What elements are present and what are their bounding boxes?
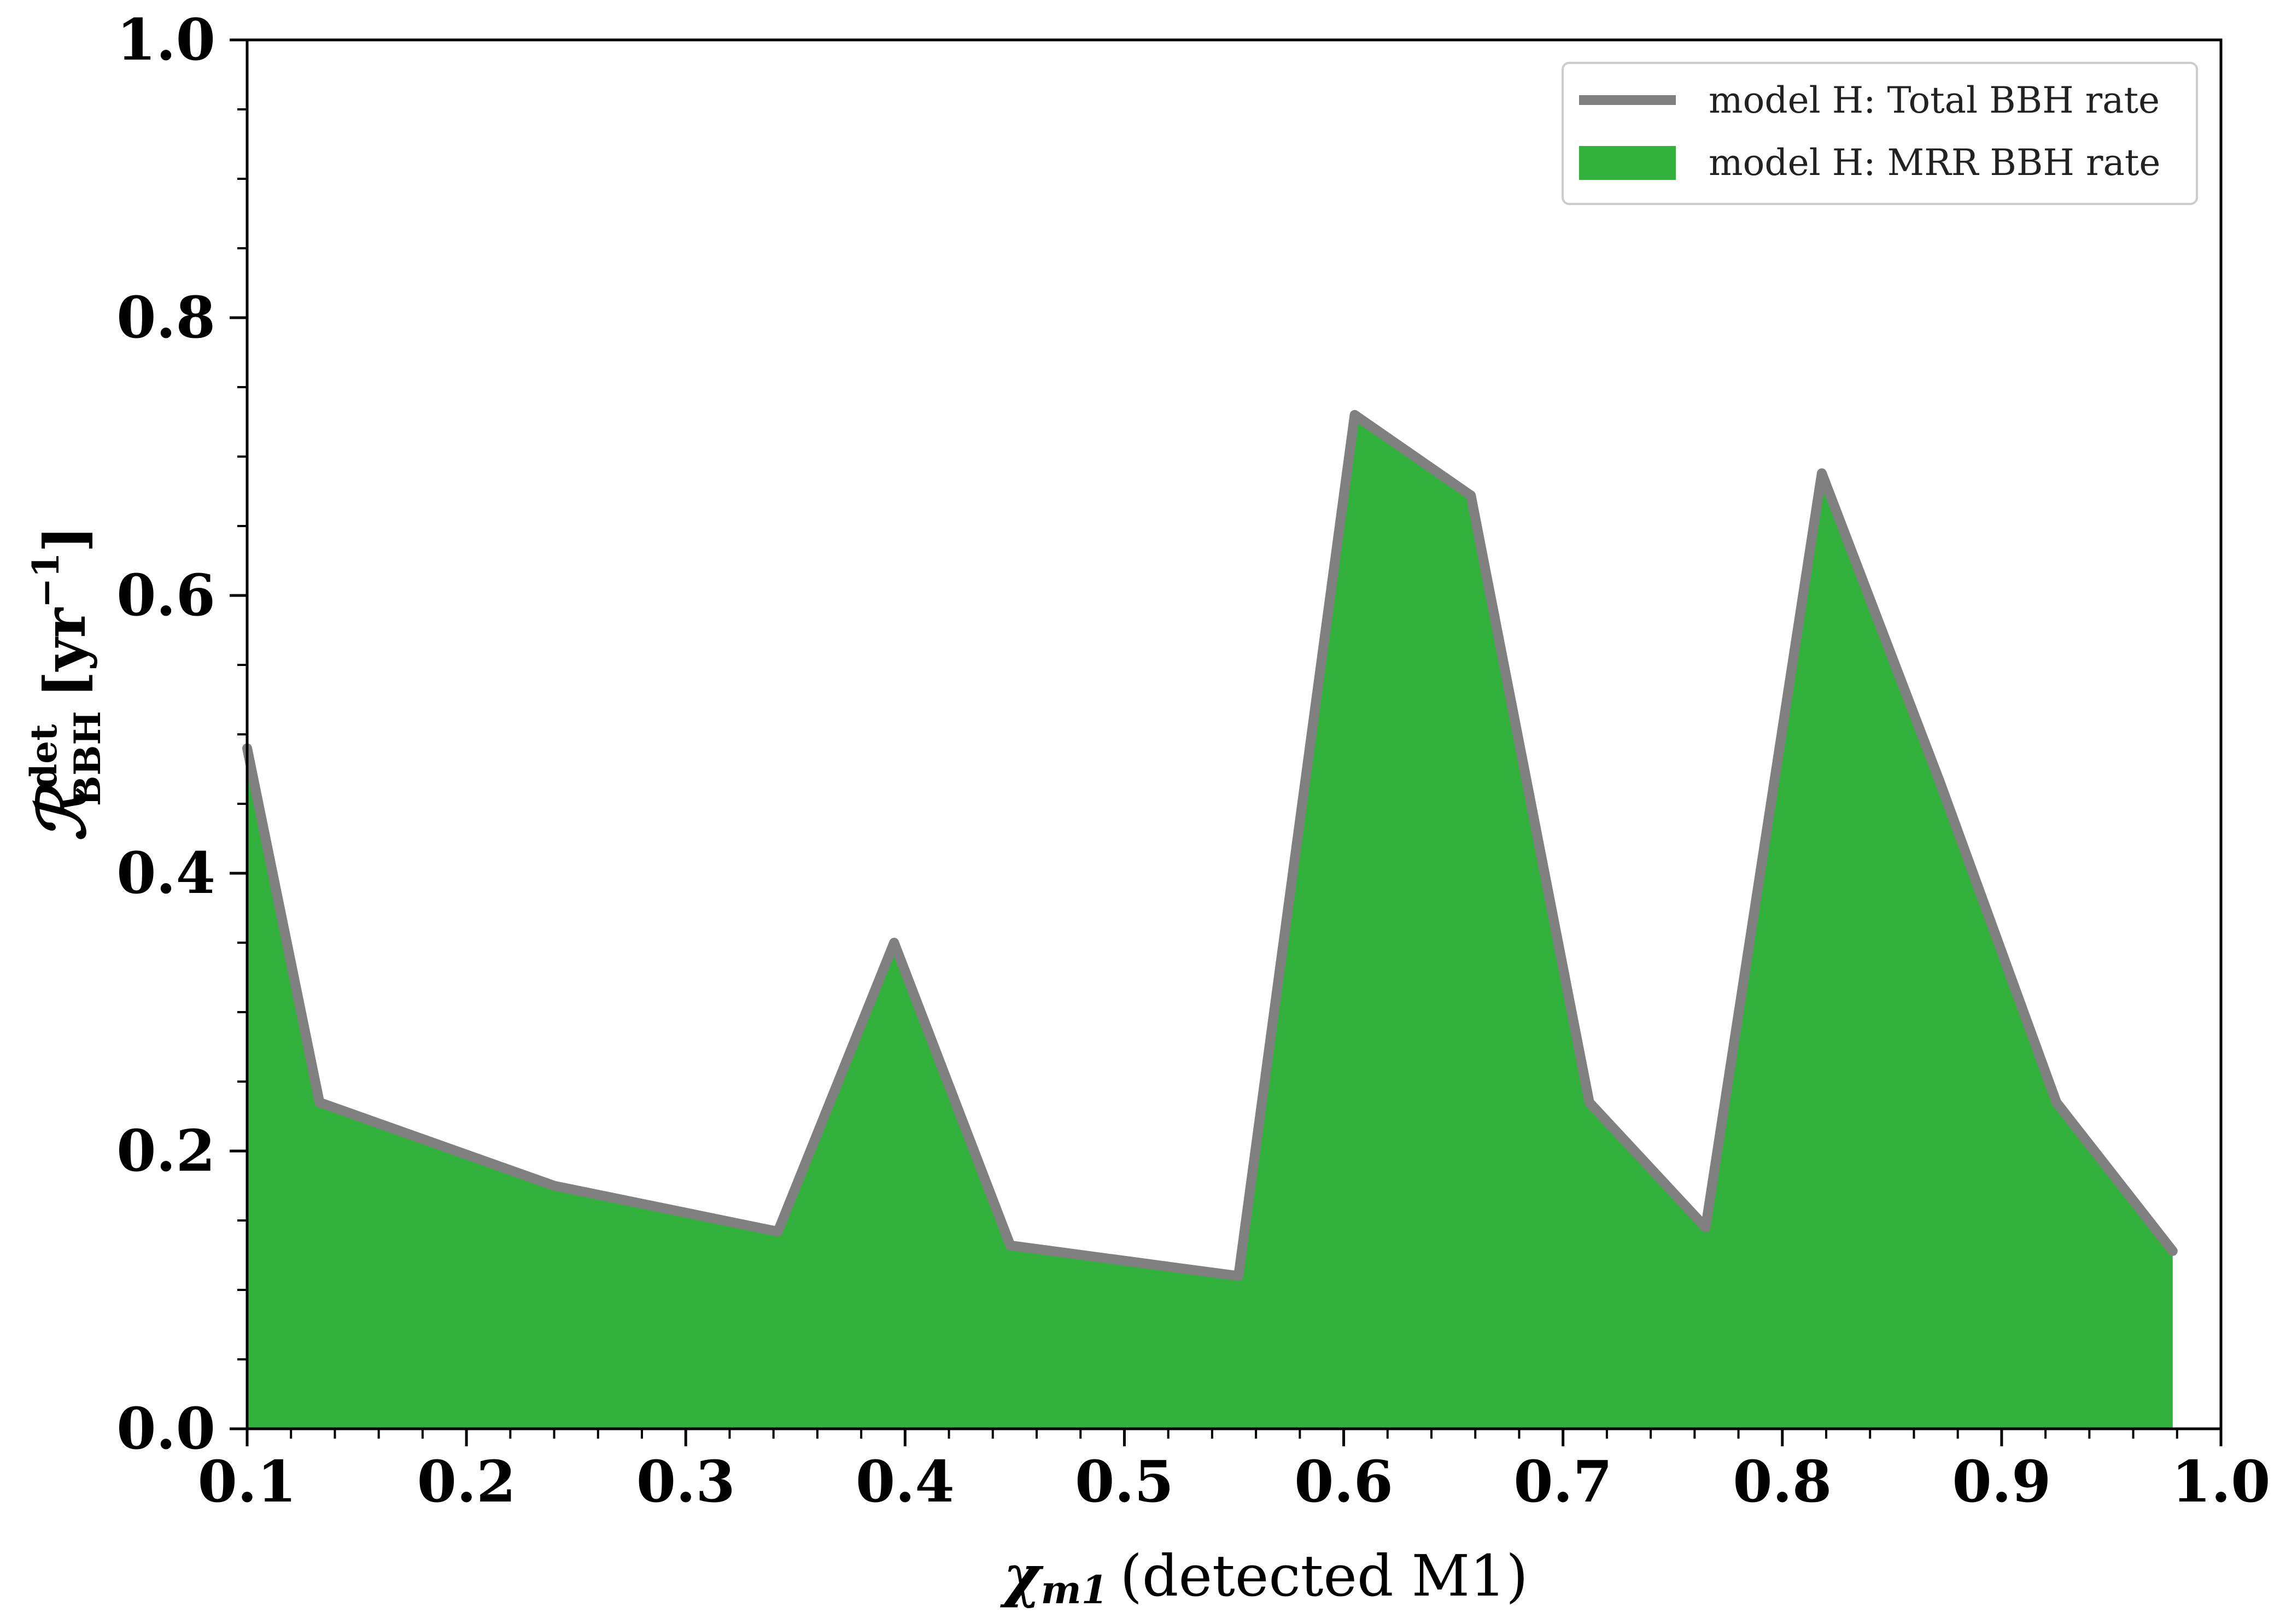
y-tick-label: 0.0 <box>116 1395 215 1462</box>
axes: 0.1 0.2 0.3 0.4 0.5 0.6 0.7 0.8 0.9 1.0 0.0 0.2 0.4 0… <box>116 6 2270 1515</box>
y-axis-subscript: BBH <box>66 711 109 806</box>
x-tick-label: 0.9 <box>1952 1448 2051 1515</box>
x-tick-label: 0.5 <box>1075 1448 1174 1515</box>
y-axis-superscript: det <box>22 724 65 789</box>
y-tick-label: 1.0 <box>116 6 215 73</box>
legend: model H: Total BBH rate model H: MRR BBH… <box>1562 62 2198 205</box>
line-total-bbh-rate <box>242 410 2178 1281</box>
y-tick-label: 0.2 <box>116 1117 215 1184</box>
x-tick-label: 0.7 <box>1513 1448 1612 1515</box>
x-tick-label: 1.0 <box>2172 1448 2271 1515</box>
area-mrr-bbh-rate <box>247 414 2173 1429</box>
x-tick-label: 0.8 <box>1733 1448 1832 1515</box>
x-axis-subscript: m1 <box>1041 1567 1108 1613</box>
y-axis-unit: [yr <box>31 607 98 698</box>
x-tick-label: 0.6 <box>1294 1448 1393 1515</box>
x-tick-label: 0.2 <box>417 1448 516 1515</box>
x-tick-label: 0.1 <box>198 1448 297 1515</box>
legend-label-total: model H: Total BBH rate <box>1709 79 2160 121</box>
x-tick-label: 0.3 <box>636 1448 735 1515</box>
y-tick-label: 0.4 <box>116 839 215 907</box>
y-axis-symbol: ℛ <box>24 784 101 842</box>
legend-label-mrr: model H: MRR BBH rate <box>1709 142 2160 184</box>
y-tick-label: 0.6 <box>116 562 215 629</box>
x-axis-text: (detected M1) <box>1120 1543 1528 1609</box>
y-tick-label: 0.8 <box>116 284 215 351</box>
x-axis-label: χm1 (detected M1) <box>999 1542 1528 1613</box>
y-axis-unit-exponent: −1 <box>25 553 67 608</box>
y-axis-label: ℛdetBBH [yr−1] <box>22 525 109 841</box>
legend-box <box>1562 62 2198 205</box>
y-axis-unit-close: ] <box>31 525 98 552</box>
legend-swatch-mrr <box>1579 146 1676 180</box>
x-tick-label: 0.4 <box>856 1448 955 1515</box>
plot-area <box>242 410 2178 1429</box>
x-axis-symbol: χ <box>999 1542 1044 1609</box>
